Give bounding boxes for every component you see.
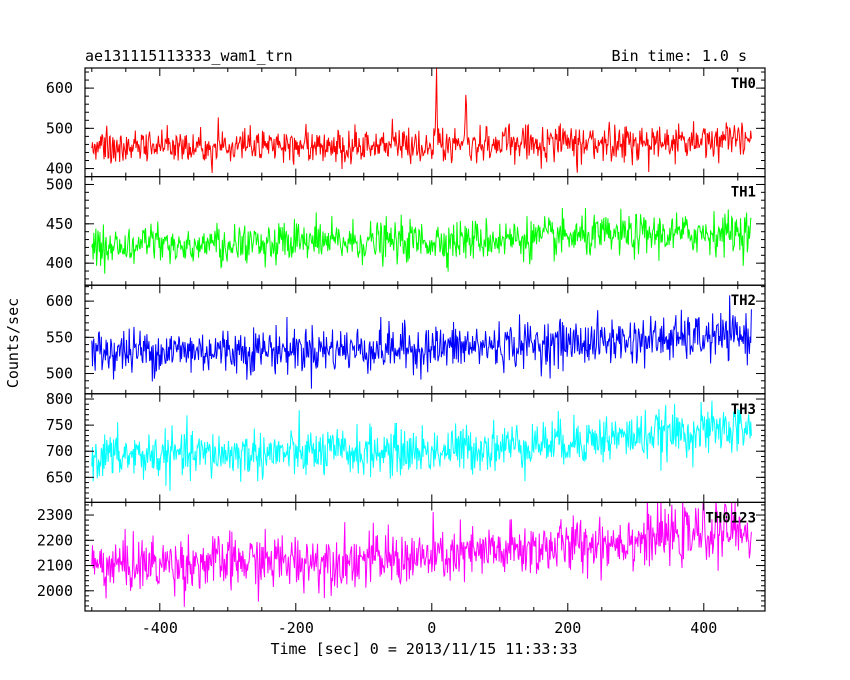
x-tick-label: 200	[554, 619, 581, 637]
chart-title: ae131115113333_wam1_trn	[85, 47, 293, 65]
x-axis-label: Time [sec] 0 = 2013/11/15 11:33:33	[270, 640, 577, 658]
y-tick-label: 2200	[37, 531, 73, 549]
y-tick-label: 800	[46, 390, 73, 408]
panel-th1: 400 450 500 TH1	[46, 175, 765, 285]
y-tick-label: 500	[46, 119, 73, 137]
panel-label-th3: TH3	[731, 402, 756, 418]
bin-time-label: Bin time: 1.0 s	[612, 47, 747, 65]
series-line-th0	[92, 68, 752, 173]
y-tick-label: 750	[46, 416, 73, 434]
y-tick-label: 450	[46, 215, 73, 233]
y-tick-label: 400	[46, 254, 73, 272]
x-tick-label: -200	[278, 619, 314, 637]
x-axis: -400 -200 0 200 400	[142, 619, 718, 637]
y-tick-label: 2300	[37, 506, 73, 524]
series-line-th3	[92, 401, 752, 491]
y-tick-label: 500	[46, 175, 73, 193]
series-line-th0123	[92, 491, 752, 607]
y-tick-label: 2100	[37, 557, 73, 575]
x-tick-label: 0	[427, 619, 436, 637]
panel-label-th0: TH0	[731, 76, 756, 92]
panel-th2: 500 550 600 TH2	[46, 285, 765, 394]
panel-frame	[85, 68, 765, 177]
series-line-th2	[92, 295, 752, 388]
panel-th0123: 2000 2100 2200 2300 TH0123	[37, 491, 765, 611]
panel-label-th1: TH1	[731, 185, 756, 201]
y-tick-label: 600	[46, 79, 73, 97]
y-tick-label: 550	[46, 328, 73, 346]
panel-th3: 650 700 750 800 TH3	[46, 390, 765, 502]
y-tick-label: 700	[46, 442, 73, 460]
y-tick-label: 2000	[37, 582, 73, 600]
series-line-th1	[92, 208, 752, 274]
y-tick-label: 600	[46, 292, 73, 310]
x-tick-label: -400	[142, 619, 178, 637]
y-tick-label: 500	[46, 365, 73, 383]
panel-label-th0123: TH0123	[705, 510, 756, 526]
y-tick-label: 650	[46, 468, 73, 486]
panel-label-th2: TH2	[731, 293, 756, 309]
y-axis-label: Counts/sec	[4, 298, 22, 388]
x-tick-label: 400	[690, 619, 717, 637]
